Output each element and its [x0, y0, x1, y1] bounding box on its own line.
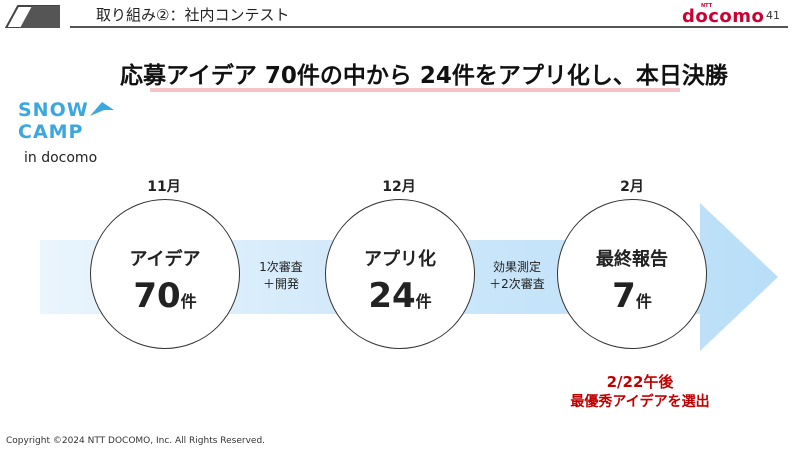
stage-title: アプリ化 [364, 249, 436, 270]
snow-camp-logo-line1: SNOW [18, 99, 89, 121]
stage-month-3: 2月 [620, 179, 644, 195]
step-label-1: 1次審査 ＋開発 [243, 259, 319, 293]
stage-count-number: 7 [612, 276, 636, 316]
stage-month-1: 11月 [147, 179, 181, 195]
ski-track-icon [90, 102, 114, 116]
step-label-line: 1次審査 [259, 260, 303, 274]
stage-title: 最終報告 [596, 249, 668, 270]
stage-count-number: 70 [133, 276, 181, 316]
stage-count-unit: 件 [415, 292, 432, 311]
stage-count-unit: 件 [635, 292, 652, 311]
brand-ntt-mark: NTT [701, 3, 713, 9]
stage-month-2: 12月 [382, 179, 416, 195]
stage-circle-apps: アプリ化 24件 [325, 199, 475, 349]
stage-count: 70件 [91, 276, 239, 316]
snow-camp-logo-line2: CAMP [18, 121, 84, 143]
section-label: 取り組み②：社内コンテスト [96, 6, 290, 24]
step-label-line: 効果測定 [492, 260, 541, 274]
copyright-notice: Copyright ©2024 NTT DOCOMO, Inc. All Rig… [6, 436, 266, 446]
stage-circle-ideas: アイデア 70件 [90, 199, 240, 349]
snow-camp-logo: SNOW CAMP [18, 96, 128, 156]
page-number: 41 [766, 9, 780, 22]
snow-camp-subtitle: in docomo [24, 150, 98, 166]
docomo-logo: docomo [682, 6, 765, 27]
step-label-2: 効果測定 ＋2次審査 [479, 259, 555, 293]
headline-underline [150, 88, 680, 92]
step-label-line: ＋2次審査 [489, 277, 545, 291]
header-rule [70, 26, 788, 28]
stage-count-unit: 件 [180, 292, 197, 311]
step-label-line: ＋開発 [262, 277, 299, 291]
final-result-text: 最優秀アイデアを選出 [570, 394, 710, 410]
final-result-date: 2/22午後 [606, 373, 674, 391]
slide-header: 取り組み②：社内コンテスト NTT docomo 41 [0, 0, 800, 30]
stage-count: 24件 [326, 276, 474, 316]
stage-count: 7件 [558, 276, 706, 316]
header-accent-shape [4, 5, 60, 28]
final-result-note: 2/22午後 最優秀アイデアを選出 [540, 372, 740, 412]
stage-title: アイデア [129, 249, 201, 270]
stage-circle-final: 最終報告 7件 [557, 199, 707, 349]
slide-headline: 応募アイデア 70件の中から 24件をアプリ化し、本日決勝 [120, 63, 728, 89]
stage-count-number: 24 [368, 276, 416, 316]
